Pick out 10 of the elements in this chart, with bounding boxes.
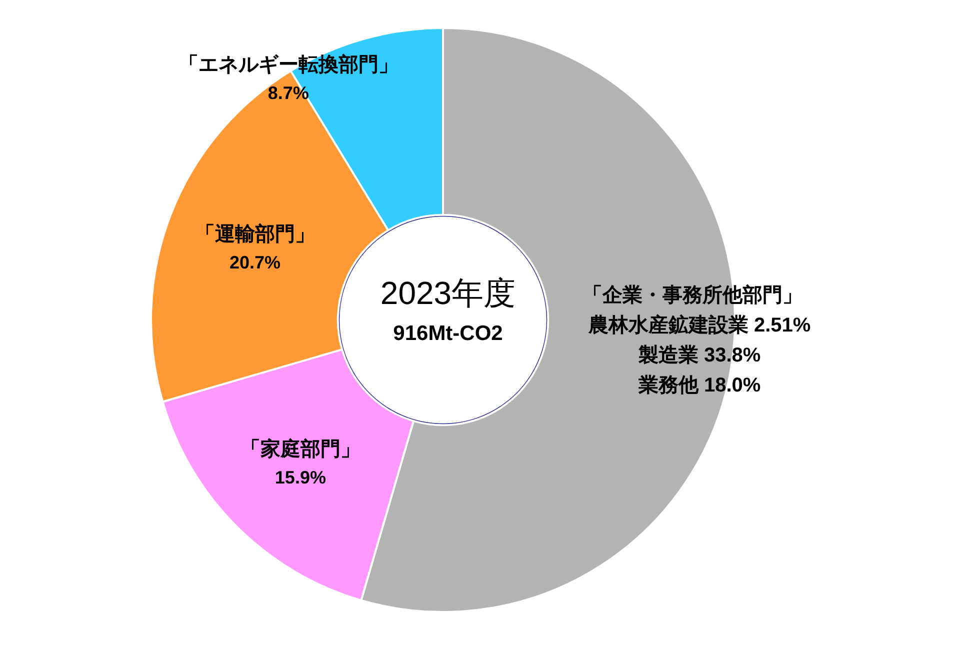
data-label: 20.7% <box>229 252 281 272</box>
text: 業務他 18.0% <box>637 374 761 397</box>
text: 農林水産鉱建設業 2.51% <box>587 314 811 337</box>
slice-label: 「企業・事務所他部門」 <box>582 284 803 307</box>
slice-label: 「家庭部門」 <box>240 437 360 460</box>
data-label: 15.9% <box>274 467 326 488</box>
text: 916Mt-CO2 <box>393 322 503 345</box>
slice-label: 「運輸部門」 <box>195 222 316 246</box>
text: 2023年度 <box>380 275 516 311</box>
text: 製造業 33.8% <box>637 344 761 367</box>
